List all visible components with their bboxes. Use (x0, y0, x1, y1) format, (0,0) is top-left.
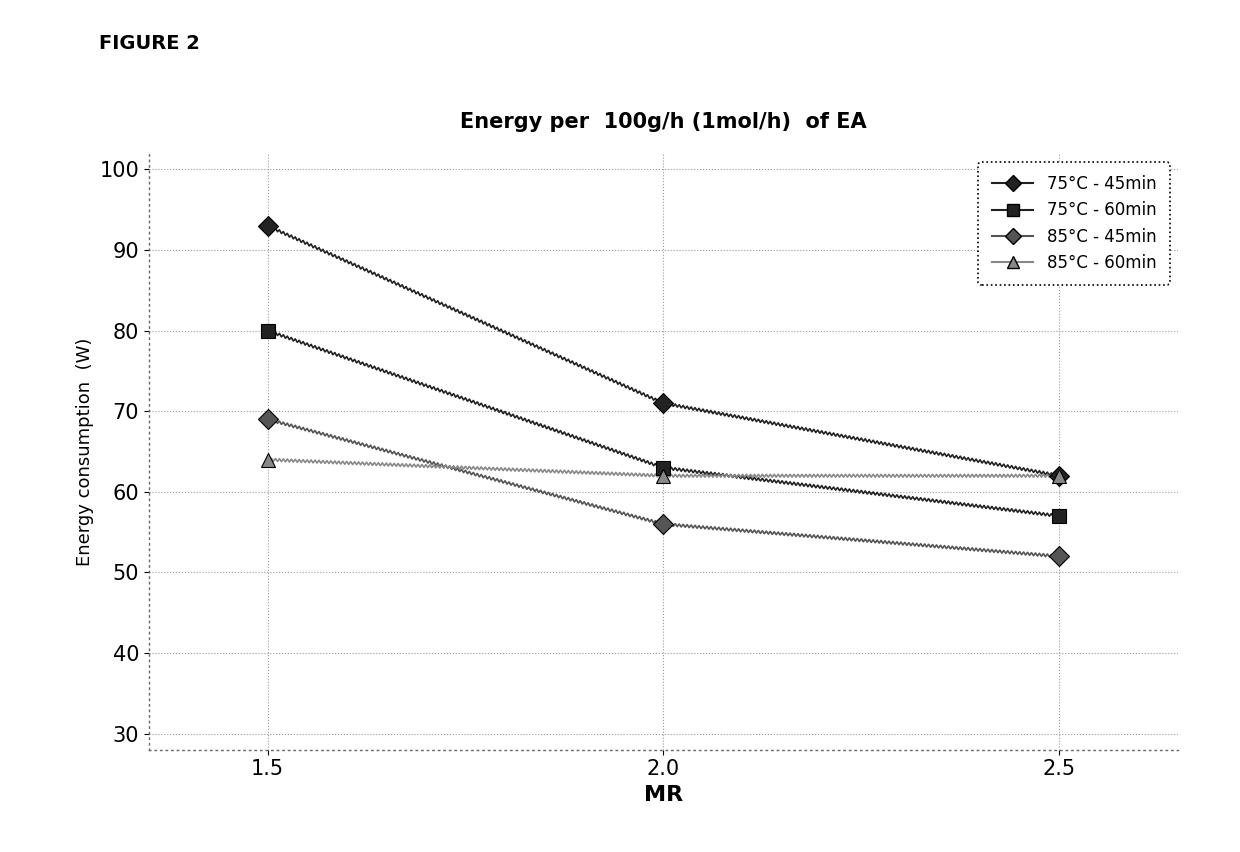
Title: Energy per  100g/h (1mol/h)  of EA: Energy per 100g/h (1mol/h) of EA (460, 112, 867, 132)
Text: FIGURE 2: FIGURE 2 (99, 34, 200, 53)
X-axis label: MR: MR (644, 785, 683, 805)
Legend: 75°C - 45min, 75°C - 60min, 85°C - 45min, 85°C - 60min: 75°C - 45min, 75°C - 60min, 85°C - 45min… (978, 162, 1169, 285)
Y-axis label: Energy consumption  (W): Energy consumption (W) (76, 337, 94, 566)
